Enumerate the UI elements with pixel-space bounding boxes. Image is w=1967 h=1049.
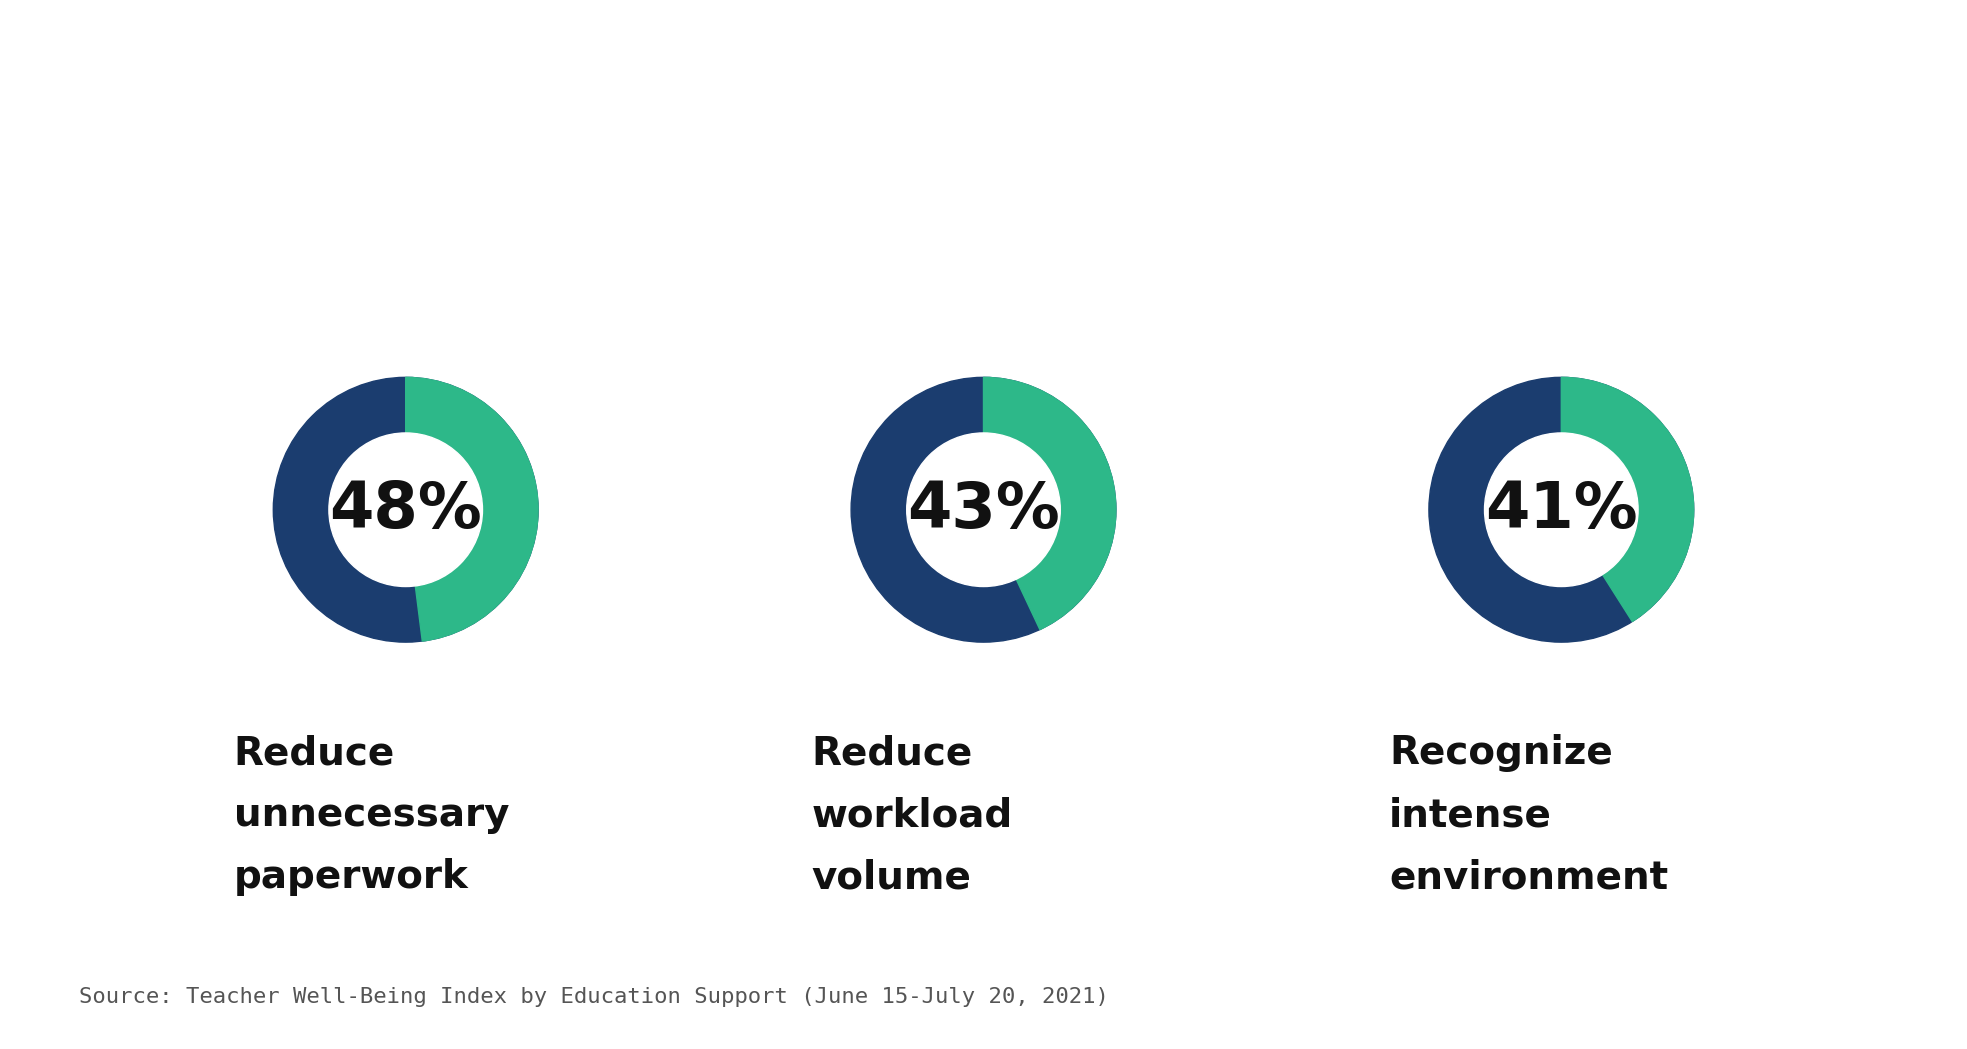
Text: 43%: 43% (907, 478, 1060, 540)
Text: Source: Teacher Well-Being Index by Education Support (June 15-July 20, 2021): Source: Teacher Well-Being Index by Educ… (79, 987, 1109, 1007)
Circle shape (328, 433, 482, 586)
Wedge shape (1562, 378, 1694, 621)
Text: Reduce
workload
volume: Reduce workload volume (810, 734, 1013, 896)
Circle shape (907, 433, 1060, 586)
Wedge shape (405, 378, 539, 641)
Wedge shape (984, 378, 1115, 629)
Text: 48%: 48% (328, 478, 482, 540)
Circle shape (1428, 378, 1694, 642)
Circle shape (852, 378, 1115, 642)
Circle shape (1485, 433, 1639, 586)
Text: Recognize
intense
environment: Recognize intense environment (1389, 734, 1668, 896)
Circle shape (273, 378, 539, 642)
Text: Reduce
unnecessary
paperwork: Reduce unnecessary paperwork (234, 734, 509, 896)
Text: 41%: 41% (1485, 478, 1639, 540)
